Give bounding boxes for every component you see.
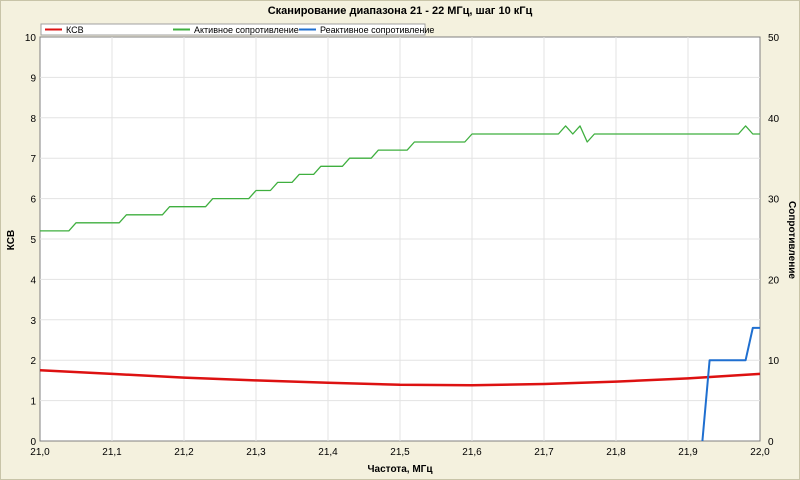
x-tick-label: 21,4 xyxy=(318,447,338,458)
y-left-tick-label: 4 xyxy=(30,275,36,286)
y-right-tick-label: 30 xyxy=(768,195,780,206)
x-tick-label: 21,2 xyxy=(174,447,194,458)
x-axis-label: Частота, МГц xyxy=(368,464,434,475)
y-right-tick-label: 20 xyxy=(768,275,780,286)
y-left-tick-label: 8 xyxy=(30,114,36,125)
x-tick-label: 22,0 xyxy=(750,447,770,458)
grid xyxy=(40,37,760,441)
chart-title: Сканирование диапазона 21 - 22 МГц, шаг … xyxy=(268,5,533,17)
x-tick-label: 21,3 xyxy=(246,447,266,458)
tick-labels: 21,0 21,1 21,2 21,3 21,4 21,5 21,6 21,7 21,8 21,9… xyxy=(25,33,780,458)
legend-label-reactive-resistance: Реактивное сопротивление xyxy=(320,25,434,35)
series-group xyxy=(39,125,761,442)
y-right-tick-label: 10 xyxy=(768,356,780,367)
legend-label-active-resistance: Активное сопротивление xyxy=(194,25,299,35)
series-line-reactive-resistance xyxy=(701,326,760,442)
y-left-tick-label: 7 xyxy=(30,154,36,165)
series-line-ksv xyxy=(39,369,761,387)
y-left-tick-label: 0 xyxy=(30,437,36,448)
y-left-tick-label: 10 xyxy=(25,33,37,44)
y-left-tick-label: 1 xyxy=(30,397,36,408)
y-right-tick-label: 40 xyxy=(768,114,780,125)
legend: КСВ Активное сопротивление Реактивное со… xyxy=(40,23,434,36)
y-axis-label-left: КСВ xyxy=(6,230,17,250)
x-tick-label: 21,9 xyxy=(678,447,698,458)
y-left-tick-label: 5 xyxy=(30,235,36,246)
x-tick-label: 21,5 xyxy=(390,447,410,458)
y-axis-label-right: Сопротивление xyxy=(786,201,797,279)
legend-box xyxy=(40,23,426,36)
x-tick-label: 21,8 xyxy=(606,447,626,458)
y-right-tick-label: 0 xyxy=(768,437,774,448)
y-right-tick-label: 50 xyxy=(768,33,780,44)
x-tick-label: 21,6 xyxy=(462,447,482,458)
legend-label-ksv: КСВ xyxy=(66,25,84,35)
y-left-tick-label: 3 xyxy=(30,316,36,327)
series-line-active-resistance xyxy=(40,125,760,232)
y-left-tick-label: 6 xyxy=(30,195,36,206)
x-tick-label: 21,7 xyxy=(534,447,554,458)
y-left-tick-label: 2 xyxy=(30,356,36,367)
y-left-tick-label: 9 xyxy=(30,73,36,84)
x-tick-label: 21,0 xyxy=(30,447,50,458)
x-tick-label: 21,1 xyxy=(102,447,122,458)
